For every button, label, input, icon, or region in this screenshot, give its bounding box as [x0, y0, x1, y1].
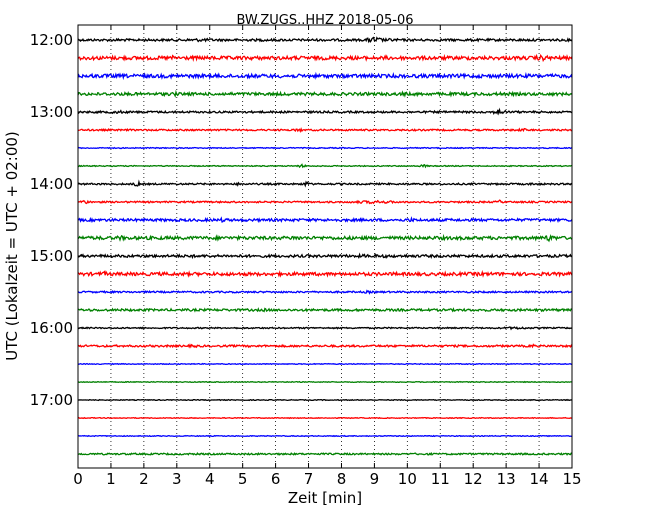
trace-1430	[77, 216, 573, 224]
trace-1700	[77, 398, 573, 402]
x-tick-label: 14	[530, 470, 549, 488]
trace-1415	[77, 199, 573, 205]
x-tick-label: 1	[106, 470, 116, 488]
trace-group	[77, 36, 573, 457]
trace-1630	[77, 362, 573, 366]
x-tick-label: 0	[73, 470, 83, 488]
x-tick-label: 13	[497, 470, 516, 488]
trace-1645	[77, 380, 573, 384]
x-tick-label: 15	[562, 470, 581, 488]
x-axis: 0 1 2 3 4 5 6 7 8 9 10 11 12 13 14 15	[73, 25, 582, 488]
trace-1445	[77, 233, 573, 243]
y-tick-label: 12:00	[30, 31, 73, 49]
x-tick-label: 8	[337, 470, 347, 488]
y-tick-label: 16:00	[30, 319, 73, 337]
x-tick-label: 4	[205, 470, 215, 488]
trace-1600	[77, 326, 573, 331]
trace-1530	[77, 289, 573, 295]
trace-1315	[77, 127, 573, 133]
x-tick-label: 5	[238, 470, 248, 488]
x-tick-label: 3	[172, 470, 182, 488]
trace-1515	[77, 269, 573, 278]
trace-1200	[77, 36, 573, 44]
x-axis-label: Zeit [min]	[288, 489, 362, 507]
x-tick-label: 2	[139, 470, 149, 488]
trace-1615	[77, 343, 573, 349]
trace-1345	[77, 163, 573, 169]
x-tick-label: 6	[271, 470, 281, 488]
y-axis: 12:00 13:00 14:00 15:00 16:00 17:00	[30, 31, 572, 409]
x-tick-label: 11	[431, 470, 450, 488]
trace-1545	[77, 307, 573, 313]
trace-1715	[77, 416, 573, 420]
x-tick-label: 10	[398, 470, 417, 488]
y-tick-label: 15:00	[30, 247, 73, 265]
chart-title: BW.ZUGS..HHZ 2018-05-06	[236, 13, 413, 28]
x-tick-label: 9	[370, 470, 380, 488]
y-tick-label: 17:00	[30, 391, 73, 409]
y-tick-label: 14:00	[30, 175, 73, 193]
trace-1730	[77, 434, 573, 438]
y-tick-label: 13:00	[30, 103, 73, 121]
trace-1330	[77, 146, 573, 150]
trace-1230	[77, 71, 573, 81]
trace-1745	[77, 451, 573, 457]
plot-frame	[77, 24, 573, 469]
trace-1500	[77, 252, 573, 260]
x-tick-label: 12	[464, 470, 483, 488]
trace-1400	[77, 179, 573, 188]
trace-1300	[77, 107, 573, 116]
trace-1215	[77, 53, 573, 63]
y-axis-label: UTC (Lokalzeit = UTC + 02:00)	[3, 131, 21, 361]
trace-1245	[77, 89, 573, 98]
x-tick-label: 7	[304, 470, 314, 488]
grid-lines	[110, 25, 540, 468]
